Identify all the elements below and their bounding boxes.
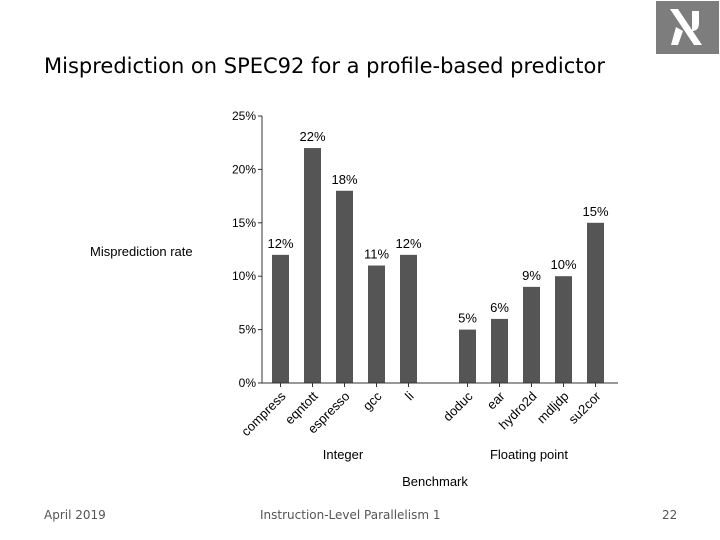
data-label: 22% (299, 129, 325, 144)
category-label: compress (238, 388, 289, 439)
x-axis-label: Benchmark (402, 474, 468, 489)
bar (336, 190, 353, 383)
bars: 12% 22% 18% 11% 12% 5% 6% 9% 10% 15% (267, 129, 609, 383)
data-label: 9% (522, 268, 541, 283)
data-label: 6% (490, 300, 509, 315)
y-tick-label: 15% (232, 216, 256, 230)
y-tick-label: 0% (239, 376, 257, 390)
bar (523, 286, 540, 383)
footer-course-title: Instruction-Level Parallelism 1 (260, 508, 441, 522)
data-label: 10% (550, 257, 576, 272)
bar (587, 222, 604, 383)
group-label: Integer (323, 447, 364, 462)
y-tick-label: 20% (232, 162, 256, 176)
data-label: 12% (395, 236, 421, 251)
category-label: su2cor (565, 388, 604, 427)
data-label: 15% (582, 204, 608, 219)
bar (459, 329, 476, 383)
category-label: li (402, 388, 417, 403)
y-axis-label: Misprediction rate (90, 244, 193, 259)
bar (368, 265, 385, 383)
y-tick-label: 5% (239, 323, 257, 337)
data-label: 11% (364, 247, 389, 262)
category-label: mdljdp (534, 389, 572, 427)
data-label: 12% (267, 236, 293, 251)
bar (400, 254, 417, 383)
bar-chart: 0% 5% 10% 15% 20% 25% 12% 22% 18% 11% 12% 5% 6% 9% 10… (90, 109, 618, 489)
page-number: 22 (662, 508, 678, 522)
category-label: gcc (360, 388, 385, 413)
y-axis: 0% 5% 10% 15% 20% 25% (232, 109, 263, 390)
bar (272, 254, 289, 383)
category-label: ear (484, 388, 508, 412)
bar (491, 318, 508, 383)
y-tick-label: 10% (232, 269, 256, 283)
y-tick-label: 25% (232, 109, 256, 123)
institution-logo-icon (656, 1, 719, 54)
data-label: 18% (331, 172, 357, 187)
group-label: Floating point (490, 447, 568, 462)
slide-title: Misprediction on SPEC92 for a profile-ba… (44, 54, 606, 78)
bar (555, 276, 572, 383)
data-label: 5% (458, 311, 477, 326)
bar (304, 148, 321, 383)
category-label: doduc (440, 388, 476, 424)
footer-date: April 2019 (44, 508, 106, 522)
